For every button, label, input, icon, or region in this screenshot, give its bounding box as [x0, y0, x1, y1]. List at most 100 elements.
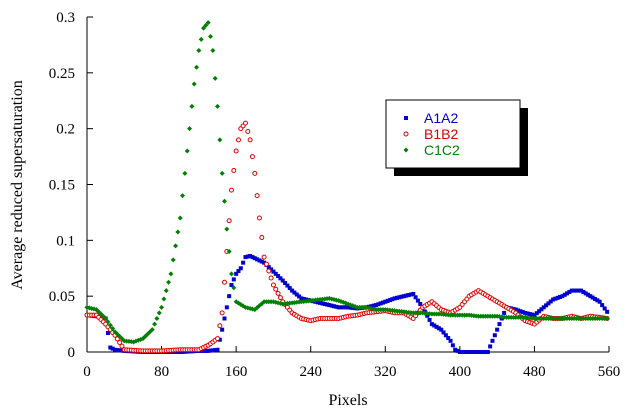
data-point	[441, 330, 446, 335]
data-point	[231, 285, 237, 291]
data-point	[415, 298, 420, 303]
data-point	[541, 305, 546, 310]
data-point	[325, 302, 330, 307]
data-point	[206, 348, 211, 353]
data-point	[112, 347, 117, 352]
legend-marker	[403, 131, 409, 137]
data-point	[161, 296, 167, 302]
data-point	[401, 294, 406, 299]
data-point	[408, 292, 413, 297]
data-point	[315, 300, 320, 305]
data-point	[574, 288, 579, 293]
data-point	[189, 103, 195, 109]
data-point	[173, 243, 179, 249]
data-point	[235, 137, 241, 143]
data-point	[518, 309, 523, 314]
series-b1b2	[84, 120, 610, 354]
data-point	[273, 286, 279, 292]
legend-box	[385, 99, 521, 169]
data-point	[527, 312, 532, 317]
data-point	[231, 168, 237, 174]
y-tick-labels: 0 0.05 0.1 0.15 0.2 0.25 0.3	[49, 10, 75, 361]
data-point	[269, 267, 274, 272]
data-point	[243, 255, 248, 260]
data-point	[275, 290, 281, 296]
y-tick-label: 0.25	[49, 66, 75, 82]
data-point	[270, 282, 276, 288]
data-point	[175, 229, 181, 235]
data-point	[238, 266, 243, 271]
data-point	[492, 333, 497, 338]
data-point	[170, 257, 176, 263]
data-point	[490, 338, 495, 343]
data-point	[457, 350, 462, 354]
data-point	[332, 304, 337, 309]
data-point	[390, 297, 395, 302]
y-axis-title: Average reduced supersaturation	[9, 80, 26, 289]
data-point	[597, 299, 602, 304]
data-point	[117, 348, 122, 353]
data-point	[208, 348, 213, 353]
data-point	[476, 350, 481, 354]
data-point	[271, 269, 276, 274]
data-point	[105, 331, 110, 336]
data-point	[256, 215, 262, 221]
data-point	[446, 336, 451, 341]
data-point	[583, 291, 588, 296]
data-point	[513, 307, 518, 312]
data-point	[299, 296, 304, 301]
legend-label: C1C2	[424, 142, 460, 158]
data-point	[221, 279, 227, 285]
legend-label: A1A2	[424, 110, 458, 126]
data-point	[322, 301, 327, 306]
data-point	[236, 269, 241, 274]
data-point	[266, 265, 271, 270]
data-point	[334, 304, 339, 309]
data-point	[278, 276, 283, 281]
data-point	[320, 301, 325, 306]
data-point	[250, 255, 255, 260]
data-point	[249, 154, 255, 160]
data-point	[385, 298, 390, 303]
data-point	[154, 316, 160, 321]
data-point	[341, 305, 346, 310]
data-point	[163, 288, 169, 294]
data-point	[520, 310, 525, 315]
data-point	[399, 294, 404, 299]
data-point	[220, 327, 225, 332]
y-tick-label: 0.1	[56, 233, 75, 249]
data-point	[534, 311, 539, 316]
data-point	[373, 303, 378, 308]
y-tick-label: 0	[68, 345, 76, 361]
data-point	[380, 300, 385, 305]
data-point	[555, 295, 560, 300]
data-point	[605, 309, 610, 314]
data-point	[558, 295, 563, 300]
data-point	[318, 300, 323, 305]
data-point	[530, 312, 535, 317]
data-point	[413, 295, 418, 300]
data-point	[497, 322, 502, 327]
data-point	[215, 347, 220, 352]
data-point	[219, 310, 225, 316]
data-point	[191, 81, 197, 87]
data-point	[343, 305, 348, 310]
data-point	[450, 343, 455, 348]
data-point	[397, 295, 402, 300]
data-point	[581, 289, 586, 294]
data-point	[434, 324, 439, 329]
data-point	[546, 301, 551, 306]
data-point	[224, 305, 229, 310]
data-point	[254, 193, 260, 199]
data-point	[339, 305, 344, 310]
data-point	[548, 299, 553, 304]
data-point	[166, 279, 172, 285]
x-tick-labels: 0 80 160 240 320 400 480 560	[83, 364, 620, 380]
y-tick-label: 0.3	[56, 10, 75, 26]
data-point	[329, 303, 334, 308]
data-point	[481, 350, 486, 354]
data-point	[551, 297, 556, 302]
data-point	[387, 298, 392, 303]
data-point	[604, 316, 610, 321]
data-point	[576, 288, 581, 293]
